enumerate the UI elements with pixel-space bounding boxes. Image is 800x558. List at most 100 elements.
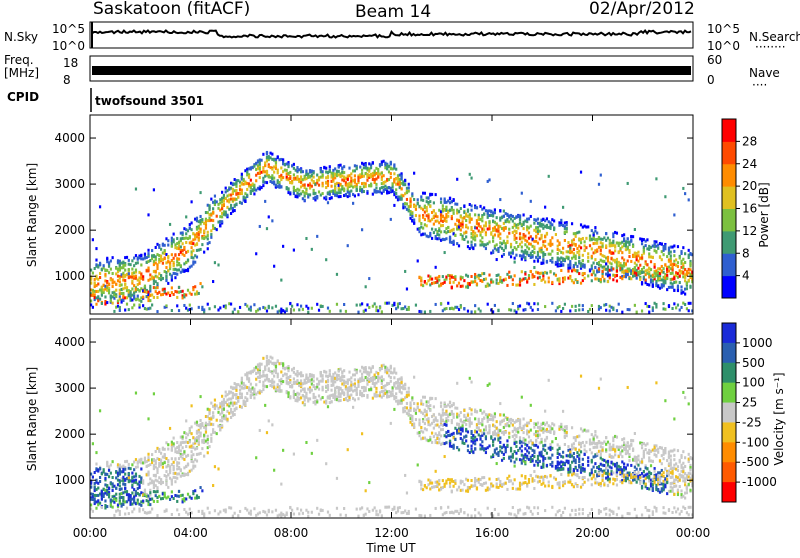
power-cell bbox=[479, 205, 481, 208]
power-cell bbox=[612, 278, 614, 281]
power-cell bbox=[469, 213, 471, 216]
power-cell bbox=[675, 281, 677, 284]
velocity-cell bbox=[207, 441, 209, 444]
power-cell bbox=[408, 186, 410, 189]
freq-tick-bottom: 8 bbox=[63, 73, 71, 87]
power-cell bbox=[413, 198, 415, 201]
power-cell bbox=[167, 239, 169, 242]
velocity-cell bbox=[182, 494, 184, 497]
power-cell bbox=[95, 259, 97, 262]
power-cell bbox=[173, 257, 175, 260]
power-cell bbox=[594, 274, 596, 277]
noise-left-label: N.Sky bbox=[4, 30, 38, 44]
power-cell bbox=[259, 161, 261, 164]
power-cell bbox=[418, 218, 420, 221]
velocity-cell bbox=[160, 452, 162, 455]
power-cell bbox=[133, 304, 135, 307]
power-cell bbox=[566, 230, 568, 233]
power-cell bbox=[492, 280, 494, 283]
power-cell bbox=[350, 182, 352, 185]
power-cell bbox=[219, 224, 221, 227]
power-cell bbox=[531, 309, 533, 312]
power-cell bbox=[140, 254, 142, 257]
power-cell bbox=[650, 268, 652, 271]
velocity-cell bbox=[126, 490, 128, 493]
power-cell bbox=[178, 309, 180, 312]
power-cell bbox=[438, 279, 440, 282]
power-cell bbox=[311, 185, 313, 188]
power-cell bbox=[244, 199, 246, 202]
power-cell bbox=[616, 274, 618, 277]
velocity-cell bbox=[214, 399, 216, 402]
power-cell bbox=[444, 197, 446, 200]
velocity-cell bbox=[359, 370, 361, 373]
power-cell bbox=[239, 306, 241, 309]
power-cell bbox=[185, 232, 187, 235]
power-cell bbox=[499, 198, 501, 201]
velocity-cell bbox=[198, 496, 200, 499]
power-cell bbox=[131, 306, 133, 309]
power-cell bbox=[463, 205, 465, 208]
velocity-cell bbox=[363, 394, 365, 397]
velocity-cell bbox=[115, 493, 117, 496]
power-cell bbox=[666, 274, 668, 277]
power-cell bbox=[147, 269, 149, 272]
power-cell bbox=[124, 309, 126, 312]
velocity-cell bbox=[234, 413, 236, 416]
power-cell bbox=[198, 306, 200, 309]
power-cell bbox=[673, 289, 675, 292]
power-cell bbox=[680, 285, 682, 288]
power-cell bbox=[526, 281, 528, 284]
velocity-cell bbox=[140, 467, 142, 470]
power-cell bbox=[415, 304, 417, 307]
power-cell bbox=[627, 259, 629, 262]
power-cell bbox=[612, 240, 614, 243]
velocity-cell bbox=[199, 432, 201, 435]
velocity-cell bbox=[250, 383, 252, 386]
velocity-cell bbox=[316, 378, 318, 381]
power-cell bbox=[219, 306, 221, 309]
power-cell bbox=[97, 283, 99, 286]
power-cell bbox=[454, 275, 456, 278]
power-cell bbox=[628, 255, 630, 258]
velocity-cell bbox=[322, 377, 324, 380]
power-cell bbox=[199, 282, 201, 285]
power-cell bbox=[655, 240, 657, 243]
power-cell bbox=[636, 264, 638, 267]
power-cell bbox=[580, 171, 582, 174]
power-cell bbox=[106, 301, 108, 304]
velocity-cell bbox=[185, 498, 187, 501]
power-cell bbox=[614, 249, 616, 252]
power-cell bbox=[438, 234, 440, 237]
velocity-cell bbox=[131, 463, 133, 466]
power-cell bbox=[176, 237, 178, 240]
date-title: 02/Apr/2012 bbox=[589, 0, 695, 19]
velocity-cell bbox=[174, 457, 176, 460]
velocity-cell bbox=[293, 390, 295, 393]
power-cell bbox=[573, 238, 575, 241]
power-cell bbox=[684, 303, 686, 306]
power-cell bbox=[230, 303, 232, 306]
power-cell bbox=[241, 173, 243, 176]
power-cell bbox=[223, 194, 225, 197]
velocity-cell bbox=[112, 476, 114, 479]
velocity-cell bbox=[347, 448, 349, 451]
velocity-cell bbox=[199, 452, 201, 455]
power-cell bbox=[300, 305, 302, 308]
velocity-cell bbox=[182, 435, 184, 438]
velocity-cell bbox=[296, 379, 298, 382]
velocity-cell bbox=[226, 418, 228, 421]
power-cell bbox=[553, 228, 555, 231]
power-cell bbox=[208, 307, 210, 310]
power-cell bbox=[449, 238, 451, 241]
power-cell bbox=[237, 310, 239, 313]
power-cell bbox=[329, 310, 331, 313]
power-cell bbox=[113, 310, 115, 313]
power-cell bbox=[600, 174, 602, 177]
colorbar-segment bbox=[722, 231, 736, 254]
power-cell bbox=[135, 269, 137, 272]
velocity-cell bbox=[95, 451, 97, 454]
velocity-cell bbox=[196, 447, 198, 450]
velocity-cell bbox=[207, 451, 209, 454]
velocity-cell bbox=[94, 497, 96, 500]
